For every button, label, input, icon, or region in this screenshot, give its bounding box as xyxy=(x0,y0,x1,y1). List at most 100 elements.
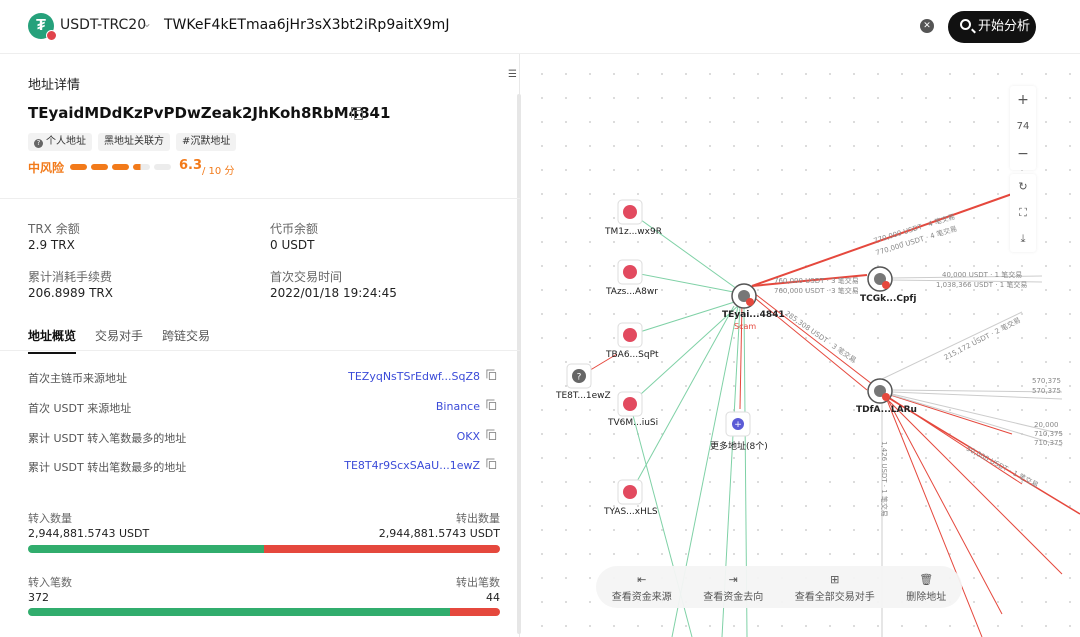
in-amount-label: 转入数量 xyxy=(28,512,72,525)
node-label[interactable]: TYAS...xHLS xyxy=(604,507,658,517)
tab-overview[interactable]: 地址概览 xyxy=(28,327,77,354)
trx-balance-value: 2.9 TRX xyxy=(28,238,75,252)
delete-address-button[interactable]: 🗑 删除地址 xyxy=(906,572,947,603)
chevron-down-icon[interactable]: ⌄ xyxy=(142,16,153,30)
risk-level-label: 中风险 xyxy=(28,161,65,175)
node-label[interactable]: TCGk...Cpfj xyxy=(860,294,917,304)
tether-logo-icon: ₮ xyxy=(28,13,54,39)
out-amount-label: 转出数量 xyxy=(456,512,500,525)
tag-blacklist-related: 黑地址关联方 xyxy=(98,133,170,151)
outflow-icon: ⇥ xyxy=(728,572,738,586)
in-count-label: 转入笔数 xyxy=(28,576,72,589)
out-amount-value: 2,944,881.5743 USDT xyxy=(378,527,500,540)
node-label[interactable]: TV6M...iuSi xyxy=(608,418,659,428)
zoom-out-button[interactable]: − xyxy=(1017,146,1029,162)
risk-score: 6.3 xyxy=(179,158,203,173)
node-label[interactable]: TE8T...1ewZ xyxy=(556,391,611,401)
copy-icon[interactable] xyxy=(486,429,497,440)
node-label[interactable]: TDfA...LARu xyxy=(856,405,917,415)
tag-personal: ? 个人地址 xyxy=(28,133,92,151)
address-detail-panel xyxy=(0,54,520,637)
inflow-icon: ⇤ xyxy=(637,572,647,586)
network-icon: ⊞ xyxy=(830,572,840,586)
overview-row-label: 累计 USDT 转出笔数最多的地址 xyxy=(28,461,187,474)
transaction-graph[interactable]: ? + TM1z...wx9R TAzs...A8wr TBA6...SqPt … xyxy=(522,54,1080,637)
overview-row-value[interactable]: TEZyqNsTSrEdwf...SqZ8 xyxy=(348,369,497,383)
amount-out-fill xyxy=(264,545,500,553)
tron-badge-icon xyxy=(46,30,57,41)
count-out-fill xyxy=(449,608,500,616)
in-count-value: 372 xyxy=(28,591,49,604)
edge-label: 760,000 USDT · 3 笔交易 xyxy=(774,277,859,285)
tag-silent: #沉默地址 xyxy=(176,133,237,151)
copy-icon[interactable] xyxy=(486,399,497,410)
search-input[interactable]: TWKeF4kETmaa6jHr3sX3bt2iRp9aitX9mJ xyxy=(164,17,450,33)
edge-label: 570,375 xyxy=(1032,377,1061,385)
out-count-value: 44 xyxy=(486,591,500,604)
fee-label: 累计消耗手续费 xyxy=(28,270,113,284)
edge-label: 1,426 USDT · 1 笔交易 xyxy=(879,441,888,517)
overview-row-value[interactable]: OKX xyxy=(457,429,497,443)
svg-text:+: + xyxy=(734,420,742,430)
chain-selector[interactable]: USDT-TRC20 xyxy=(60,17,147,33)
detail-tabs: 地址概览 交易对手 跨链交易 xyxy=(28,327,210,354)
address-nodes: ? + xyxy=(566,199,893,505)
overview-row-value[interactable]: Binance xyxy=(436,399,497,413)
token-balance-label: 代币余额 xyxy=(270,222,319,236)
zoom-controls: + 74 − xyxy=(1010,86,1036,170)
question-icon: ? xyxy=(34,139,43,148)
divider xyxy=(0,198,520,199)
tabs-divider xyxy=(0,350,520,351)
overview-row-label: 首次主链币来源地址 xyxy=(28,372,127,385)
node-label[interactable]: 更多地址(8个) xyxy=(710,442,768,452)
fullscreen-icon[interactable]: ⛶ xyxy=(1019,206,1027,219)
edge-label: 20,000 xyxy=(1034,421,1059,429)
zoom-in-button[interactable]: + xyxy=(1017,92,1029,108)
scam-tag: Scam xyxy=(734,322,757,331)
edge-label: 570,375 xyxy=(1032,387,1061,395)
first-tx-label: 首次交易时间 xyxy=(270,270,343,284)
collapse-panel-icon[interactable]: ☰ xyxy=(508,69,517,80)
reset-icon[interactable]: ↻ xyxy=(1018,180,1028,193)
in-amount-value: 2,944,881.5743 USDT xyxy=(28,527,150,540)
graph-tools: ↻ ⛶ ⤓ xyxy=(1010,174,1036,252)
edge-label: 760,000 USDT · 3 笔交易 xyxy=(774,287,859,295)
edge-label: 40,000 USDT · 1 笔交易 xyxy=(942,271,1023,279)
view-fund-destination-button[interactable]: ⇥ 查看资金去向 xyxy=(703,572,764,603)
edge-label: 710,375 xyxy=(1034,430,1063,438)
trx-balance-label: TRX 余额 xyxy=(28,222,80,236)
analyze-button-label: 开始分析 xyxy=(978,19,1031,34)
copy-icon[interactable] xyxy=(486,369,497,380)
center-node-label[interactable]: TEyai...4841 xyxy=(722,310,785,320)
trash-icon: 🗑 xyxy=(919,572,934,586)
view-all-counterparties-button[interactable]: ⊞ 查看全部交易对手 xyxy=(794,572,875,603)
copy-icon[interactable] xyxy=(351,107,363,120)
analyze-button[interactable]: 开始分析 xyxy=(948,11,1036,43)
risk-meter xyxy=(70,164,171,170)
clear-icon[interactable]: ✕ xyxy=(920,19,934,33)
risk-max: / 10 分 xyxy=(202,166,235,177)
node-label[interactable]: TAzs...A8wr xyxy=(606,287,658,297)
overview-row-value[interactable]: TE8T4r9ScxSAaU...1ewZ xyxy=(344,458,497,472)
tab-counterparties[interactable]: 交易对手 xyxy=(95,329,144,343)
search-icon xyxy=(960,19,971,30)
svg-text:?: ? xyxy=(577,373,582,383)
first-tx-value: 2022/01/18 19:24:45 xyxy=(270,286,397,300)
node-label[interactable]: TM1z...wx9R xyxy=(605,227,662,237)
section-title: 地址详情 xyxy=(28,78,81,93)
tab-cross-chain[interactable]: 跨链交易 xyxy=(162,329,211,343)
fee-value: 206.8989 TRX xyxy=(28,286,113,300)
download-icon[interactable]: ⤓ xyxy=(1020,232,1026,245)
overview-row-label: 累计 USDT 转入笔数最多的地址 xyxy=(28,432,187,445)
count-ratio-bar xyxy=(28,608,500,616)
edge-label: 710,375 xyxy=(1034,439,1063,447)
amount-in-fill xyxy=(28,545,264,553)
out-count-label: 转出笔数 xyxy=(456,576,500,589)
edge-label: 1,038,366 USDT · 1 笔交易 xyxy=(936,281,1028,289)
scrollbar[interactable] xyxy=(517,94,521,634)
copy-icon[interactable] xyxy=(486,458,497,469)
view-fund-source-button[interactable]: ⇤ 查看资金来源 xyxy=(611,572,672,603)
node-label[interactable]: TBA6...SqPt xyxy=(606,350,659,360)
top-bar: ₮ USDT-TRC20 ⌄ TWKeF4kETmaa6jHr3sX3bt2iR… xyxy=(0,0,1080,54)
tag-list: ? 个人地址 黑地址关联方 #沉默地址 xyxy=(28,133,237,151)
